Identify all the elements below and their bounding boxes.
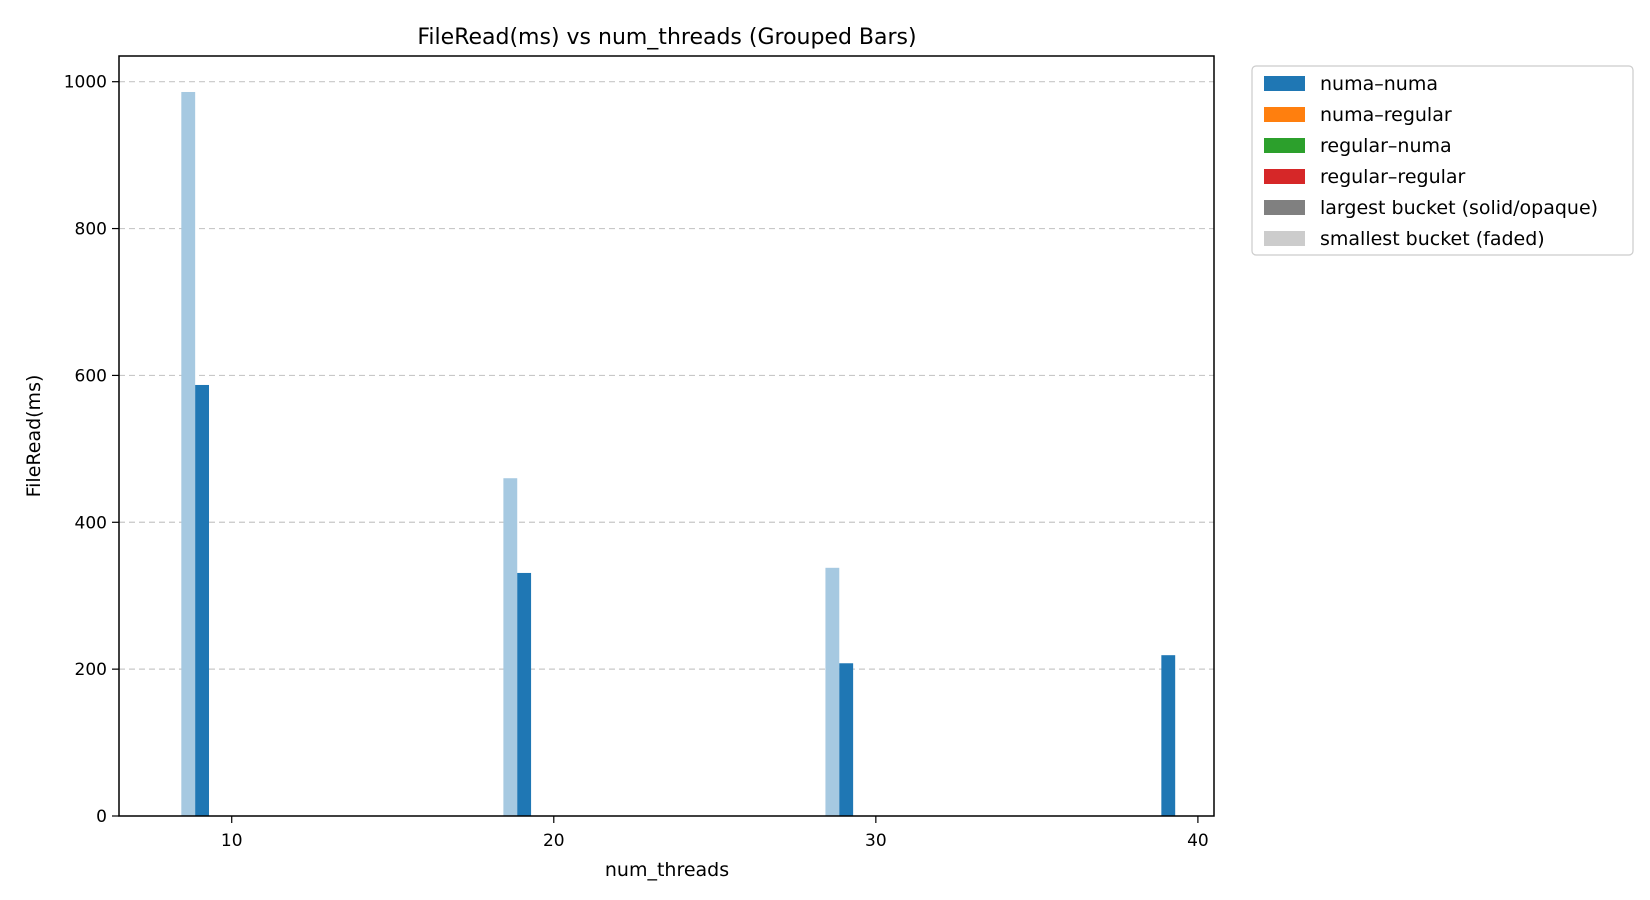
legend-swatch [1264,231,1305,246]
x-axis-ticks: 10 20 30 40 [221,816,1209,851]
legend-label: regular–numa [1320,135,1452,157]
legend-swatch [1264,138,1305,153]
chart-title: FileRead(ms) vs num_threads (Grouped Bar… [417,25,916,50]
y-tick-label: 800 [75,220,107,240]
bar-largest [195,384,210,816]
legend-box [1251,65,1634,256]
x-tick-label: 10 [221,831,243,851]
y-tick-label: 0 [96,807,107,827]
y-tick-label: 400 [75,513,107,533]
bar-largest [839,663,854,816]
legend-swatch [1264,107,1305,122]
y-axis-ticks: 0 200 400 600 800 1000 [64,73,119,827]
legend-swatch [1264,169,1305,184]
bars [181,91,1176,817]
bar-largest [517,572,532,816]
legend-swatch [1264,76,1305,91]
bar-smallest [503,478,518,816]
bar-smallest [181,91,196,817]
legend-label: regular–regular [1320,166,1466,188]
plot-frame [118,55,1215,817]
y-tick-label: 600 [75,366,107,386]
legend-label: largest bucket (solid/opaque) [1320,197,1598,219]
legend-label: numa–regular [1320,104,1452,126]
y-tick-label: 200 [75,660,107,680]
x-tick-label: 30 [865,831,887,851]
y-tick-label: 1000 [64,73,107,93]
legend-label: numa–numa [1320,73,1438,95]
x-tick-label: 40 [1187,831,1209,851]
legend: numa–numa numa–regular regular–numa regular… [1251,65,1634,256]
grid-lines [119,81,1214,670]
legend-swatch [1264,200,1305,215]
bar-largest [1161,655,1176,816]
x-axis-label: num_threads [605,859,729,881]
bar-smallest [825,567,840,816]
y-axis-label: FileRead(ms) [23,375,45,498]
x-tick-label: 20 [543,831,565,851]
legend-label: smallest bucket (faded) [1320,228,1545,250]
